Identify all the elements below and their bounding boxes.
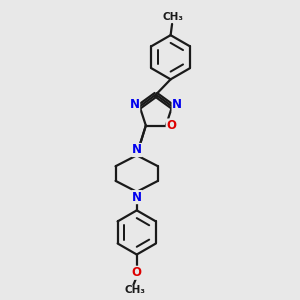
- Text: CH₃: CH₃: [125, 285, 146, 296]
- Text: N: N: [132, 143, 142, 157]
- Text: CH₃: CH₃: [163, 12, 184, 22]
- Text: N: N: [130, 98, 140, 112]
- Text: O: O: [132, 266, 142, 279]
- Text: N: N: [172, 98, 182, 112]
- Text: O: O: [166, 119, 176, 132]
- Text: N: N: [132, 190, 142, 204]
